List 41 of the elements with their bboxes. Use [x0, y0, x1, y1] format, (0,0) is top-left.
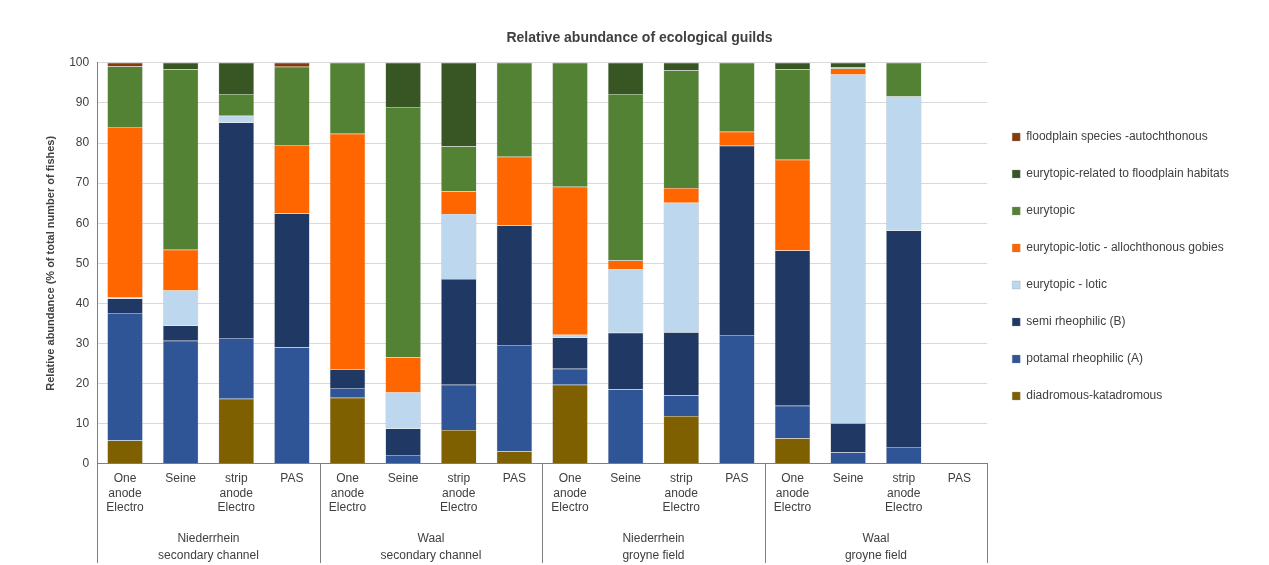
x-tick-label: One anode Electro [328, 471, 367, 515]
x-tick-label: Seine [165, 471, 197, 486]
legend-label: potamal rheophilic (A) [1026, 351, 1143, 366]
y-axis-title: Relative abundance (% of total number of fishes) [43, 135, 56, 391]
legend-label: eurytopic - lotic [1026, 277, 1107, 292]
x-tick-label: strip anode Electro [662, 471, 701, 515]
legend-label: floodplain species -autochthonous [1026, 129, 1208, 144]
y-tick-label: 70 [75, 175, 90, 190]
x-tick-label: Seine [387, 471, 419, 486]
x-tick-label: strip anode Electro [217, 471, 256, 515]
y-tick-label: 10 [75, 416, 90, 431]
text: Niederrhein secondary channel [158, 530, 259, 562]
y-tick-label: 0 [82, 456, 90, 471]
y-tick-label: 60 [75, 215, 90, 230]
legend-label: eurytopic [1026, 203, 1075, 218]
y-tick-label: 90 [75, 95, 90, 110]
x-tick-label: PAS [280, 471, 304, 486]
x-tick-label: PAS [947, 471, 971, 486]
x-tick-label: One anode Electro [106, 471, 145, 515]
legend-label: diadromous-katadromous [1026, 388, 1163, 403]
y-tick-label: 20 [75, 375, 90, 390]
x-tick-label: PAS [502, 471, 526, 486]
x-tick-label: One anode Electro [551, 471, 590, 515]
text: Waal groyne field [844, 530, 907, 562]
x-tick-label: strip anode Electro [440, 471, 478, 515]
y-tick-label: 80 [75, 135, 90, 150]
y-tick-label: 30 [75, 335, 90, 350]
y-tick-label: 40 [75, 295, 90, 310]
y-tick-label: 100 [69, 55, 90, 70]
text: Waal secondary channel [380, 530, 482, 562]
y-tick-label: 50 [75, 255, 90, 270]
legend-label: eurytopic-related to floodplain habitats [1026, 166, 1229, 181]
x-tick-label: strip anode Electro [885, 471, 923, 515]
x-tick-label: Seine [832, 471, 864, 486]
x-tick-label: Seine [610, 471, 642, 486]
legend-label: semi rheophilic (B) [1026, 314, 1126, 329]
x-tick-label: PAS [725, 471, 749, 486]
x-tick-label: One anode Electro [773, 471, 812, 515]
text: Niederrhein groyne field [622, 530, 685, 562]
legend-label: eurytopic-lotic - allochthonous gobies [1026, 240, 1224, 255]
chart-title: Relative abundance of ecological guilds [506, 29, 773, 46]
